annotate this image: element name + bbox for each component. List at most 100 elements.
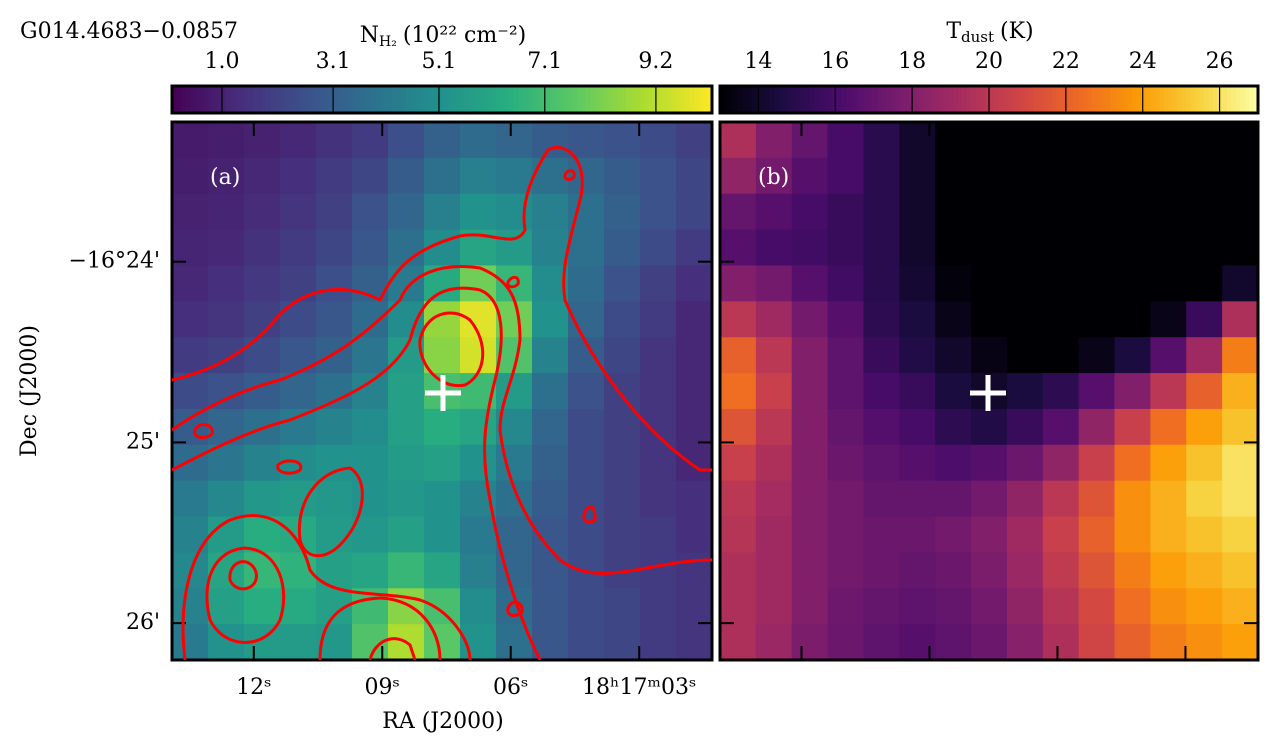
- heatmap-cell: [791, 193, 829, 231]
- colorbar-segment: [971, 86, 977, 113]
- colorbar-segment: [662, 86, 668, 113]
- colorbar-unit: (K): [1000, 19, 1034, 44]
- heatmap-cell: [1114, 516, 1151, 553]
- heatmap-cell: [791, 408, 829, 446]
- heatmap-cell: [532, 157, 569, 195]
- colorbar-segment: [912, 86, 918, 113]
- colorbar-segment: [379, 86, 384, 113]
- heatmap-cell: [1078, 480, 1116, 518]
- heatmap-cell: [1006, 337, 1044, 374]
- colorbar-tick-label: 1.0: [205, 49, 240, 74]
- colorbar-segment: [836, 86, 842, 113]
- heatmap-cell: [720, 337, 757, 374]
- colorbar-segment: [212, 86, 218, 113]
- heatmap-cell: [755, 408, 793, 446]
- heatmap-cell: [1150, 265, 1187, 302]
- heatmap-cell: [568, 444, 605, 482]
- heatmap-cell: [640, 157, 677, 195]
- colorbar-segment: [658, 86, 663, 113]
- heatmap-cell: [971, 480, 1008, 518]
- colorbar-segment: [1177, 86, 1183, 113]
- colorbar-tick-label: 9.2: [638, 49, 673, 74]
- heatmap-cell: [971, 265, 1008, 302]
- heatmap-cell: [532, 408, 569, 446]
- heatmap-cell: [1042, 516, 1080, 553]
- heatmap-cell: [604, 229, 641, 267]
- colorbar-segment: [316, 86, 321, 113]
- heatmap-cell: [604, 480, 641, 518]
- heatmap-cell: [935, 516, 972, 553]
- colorbar-segment: [1060, 86, 1066, 113]
- colorbar-segment: [1244, 86, 1250, 113]
- panel-frame: [718, 120, 1260, 662]
- heatmap-cell: [280, 193, 317, 231]
- colorbar-segment: [921, 86, 927, 113]
- colorbar-segment: [1127, 86, 1133, 113]
- heatmap-cell: [388, 588, 425, 625]
- heatmap-cell: [1114, 193, 1151, 231]
- colorbar-tick-label: 5.1: [421, 49, 456, 74]
- colorbar-segment: [374, 86, 380, 113]
- heatmap-cell: [935, 193, 972, 231]
- panel-b: [720, 122, 1259, 661]
- colorbar-segment: [805, 86, 811, 113]
- colorbar-tick-label: 24: [1129, 49, 1157, 74]
- heatmap-cell: [1222, 157, 1259, 195]
- heatmap-cell: [604, 337, 641, 374]
- heatmap-cell: [1042, 444, 1080, 482]
- heatmap-cell: [316, 408, 353, 446]
- panel-label: (a): [210, 165, 240, 190]
- heatmap-cell: [791, 122, 829, 159]
- heatmap-cell: [352, 337, 389, 374]
- contour: [297, 466, 364, 558]
- heatmap-cell: [899, 265, 936, 302]
- heatmap-cell: [827, 588, 865, 625]
- heatmap-cell: [1006, 444, 1044, 482]
- colorbar-tick-label: 22: [1052, 49, 1080, 74]
- colorbar-segment: [917, 86, 923, 113]
- y-tick-label: −16°24': [69, 249, 160, 274]
- heatmap-cell: [1186, 444, 1223, 482]
- heatmap-cell: [971, 624, 1008, 661]
- heatmap-cell: [827, 552, 865, 589]
- colorbar-segment: [289, 86, 294, 113]
- colorbar-segment: [419, 86, 425, 113]
- colorbar-segment: [703, 86, 708, 113]
- colorbar-segment: [800, 86, 806, 113]
- heatmap-cell: [1042, 408, 1080, 446]
- heatmap-cell: [899, 552, 936, 589]
- figure-title: G014.4683−0.0857: [20, 19, 238, 44]
- heatmap-cell: [720, 408, 757, 446]
- heatmap-cell: [676, 265, 713, 302]
- colorbar-segment: [698, 86, 704, 113]
- colorbar-segment: [823, 86, 829, 113]
- heatmap-cell: [863, 480, 900, 518]
- heatmap-cell: [352, 193, 389, 231]
- heatmap-cell: [1186, 193, 1223, 231]
- colorbar-segment: [460, 86, 465, 113]
- colorbar-segment: [1204, 86, 1210, 113]
- colorbar-segment: [554, 86, 560, 113]
- heatmap-cell: [388, 373, 425, 410]
- colorbar-segment: [854, 86, 860, 113]
- heatmap-cell: [388, 480, 425, 518]
- colorbar-segment: [680, 86, 686, 113]
- heatmap-cell: [971, 337, 1008, 374]
- colorbar-segment: [1253, 86, 1259, 113]
- colorbar-segment: [980, 86, 986, 113]
- colorbar-segment: [406, 86, 411, 113]
- heatmap-cell: [676, 444, 713, 482]
- colorbar-segment: [1123, 86, 1129, 113]
- heatmap-cell: [720, 444, 757, 482]
- colorbar-tick-label: 26: [1206, 49, 1234, 74]
- heatmap-cell: [720, 229, 757, 267]
- colorbar-segment: [644, 86, 650, 113]
- heatmap-cell: [496, 373, 533, 410]
- heatmap-cell: [640, 552, 677, 589]
- colorbar-segment: [1011, 86, 1017, 113]
- heatmap-cell: [1222, 337, 1259, 374]
- heatmap-cell: [172, 588, 209, 625]
- contour: [228, 560, 258, 591]
- heatmap-cell: [424, 408, 461, 446]
- colorbar-segment: [782, 86, 788, 113]
